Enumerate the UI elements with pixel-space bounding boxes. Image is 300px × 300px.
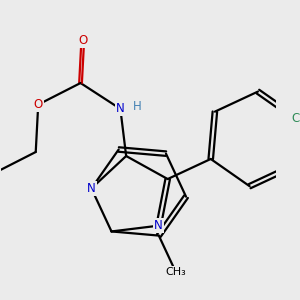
Text: CH₃: CH₃ [166,267,186,277]
Text: N: N [87,182,96,195]
Text: N: N [154,219,163,232]
Text: O: O [78,34,87,47]
Text: Cl: Cl [291,112,300,125]
Text: H: H [134,100,142,113]
Text: N: N [116,102,125,116]
Text: O: O [34,98,43,111]
